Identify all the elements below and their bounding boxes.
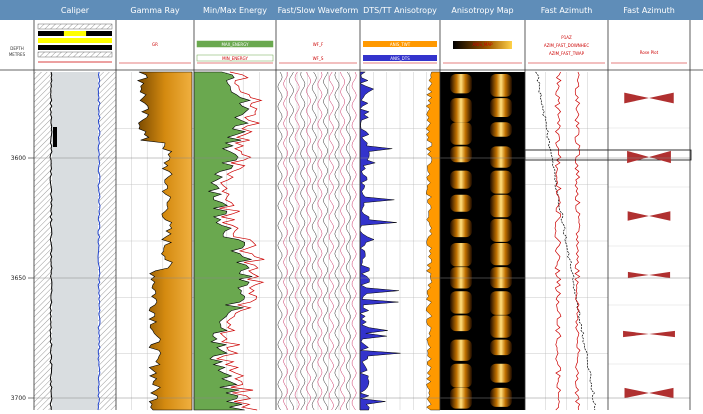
anis-map-band: [450, 243, 472, 267]
track-header-label: WF_F: [313, 42, 324, 47]
rose-plot: [627, 211, 671, 221]
track-header-label: GR: [152, 42, 158, 47]
anis-map-band: [490, 170, 512, 194]
track-header-label: AZIM_FAST_TWAP: [549, 51, 585, 56]
min-energy-curve: [215, 71, 265, 411]
rose-plot: [623, 330, 675, 338]
anis-map-band: [450, 218, 472, 238]
track-header-label: MAX_ENERGY: [221, 42, 249, 47]
anis-map-band: [490, 218, 512, 242]
caliper-curve-left: [49, 71, 53, 411]
track-title-6: Anisotropy Map: [451, 6, 513, 15]
anis-map-band: [490, 291, 512, 315]
depth-tick-label: 3600: [11, 155, 26, 162]
anis-map-band: [490, 387, 512, 407]
waveform-trace: [288, 71, 294, 411]
anis-map-band: [490, 315, 512, 338]
caliper-header-yellow-bar-2: [38, 38, 112, 43]
anis-map-band: [450, 146, 472, 163]
caliper-washout: [53, 127, 57, 147]
waveform-trace: [351, 71, 357, 411]
track-header-label: ANIS_TWT: [390, 42, 411, 47]
caliper-curve-right: [97, 71, 101, 411]
p1az-curve: [535, 71, 596, 411]
azim-fast-twap-curve: [574, 71, 581, 411]
anis-map-band: [490, 363, 512, 383]
anis-map-band: [450, 122, 472, 145]
anis-map-band: [490, 339, 512, 356]
track-title-3: Min/Max Energy: [203, 6, 267, 15]
anis-map-band: [490, 243, 512, 266]
waveform-trace: [294, 71, 300, 411]
track-header-label: Rose Plot: [640, 50, 659, 55]
gamma-ray-fill: [136, 71, 193, 411]
rose-plot: [624, 387, 674, 399]
track-title-1: Caliper: [61, 6, 90, 15]
header-swatch: [196, 54, 274, 62]
azim-fast-downhec-curve: [554, 71, 562, 411]
title-bar: [0, 0, 703, 20]
header-swatch: [363, 41, 437, 47]
caliper-header-hatch-2: [37, 51, 113, 58]
caliper-header-black-bar-2: [38, 45, 112, 50]
caliper-header-hatch: [37, 23, 113, 30]
waveform-trace: [323, 71, 329, 411]
track-title-2: Gamma Ray: [130, 6, 179, 15]
anis-map-band: [490, 98, 512, 118]
anis-map-band: [450, 74, 472, 94]
header-swatch: [196, 40, 274, 48]
track-header-label: AZIM_FAST_DOWNHEC: [544, 43, 589, 48]
track-title-5: DTS/TT Anisotropy: [363, 6, 437, 15]
track-title-4: Fast/Slow Waveform: [278, 6, 359, 15]
track-title-7: Fast Azimuth: [541, 6, 593, 15]
anis-map-band: [450, 98, 472, 123]
caliper-borehole: [52, 72, 98, 410]
anis-map-band: [450, 170, 472, 189]
anis-map-band: [450, 315, 472, 332]
caliper-header-yellow-bar: [63, 31, 87, 36]
header-swatch: [363, 55, 437, 61]
depth-tick-label: 3700: [11, 395, 26, 402]
track-header-label: MIN_ENERGY: [222, 56, 248, 61]
waveform-trace: [328, 71, 334, 411]
waveform-trace: [306, 71, 311, 411]
waveform-trace: [317, 71, 323, 411]
max-energy-fill: [193, 71, 253, 411]
track-header-label: ANIS_DTS: [390, 56, 410, 61]
waveform-trace: [340, 71, 346, 411]
rose-plot: [624, 92, 674, 104]
waveform-trace: [345, 71, 351, 411]
depth-tick-label: 3650: [11, 275, 26, 282]
waveform-trace: [334, 71, 340, 411]
anis-map-band: [490, 267, 512, 289]
rose-plot: [627, 271, 671, 279]
tt-anisotropy-fill: [425, 71, 441, 411]
anis-map-band: [450, 291, 472, 314]
depth-header-unit: METRES: [9, 52, 26, 57]
anis-map-band: [490, 122, 512, 137]
rose-plot: [627, 150, 671, 164]
track-header-label: ANIS_MAP: [472, 42, 493, 47]
anis-map-band: [490, 74, 512, 97]
depth-header-label: DEPTH: [10, 46, 23, 51]
anis-map-band: [490, 146, 512, 168]
anis-map-band: [450, 194, 472, 212]
waveform-trace: [283, 71, 289, 411]
anis-map-band: [450, 363, 472, 388]
waveform-trace: [277, 71, 283, 411]
waveform-trace: [311, 71, 317, 411]
anis-map-band: [450, 339, 472, 361]
dts-anisotropy-fill: [359, 71, 401, 411]
waveform-trace: [300, 71, 306, 411]
track-title-8: Fast Azimuth: [623, 6, 675, 15]
track-header-label: WF_S: [313, 56, 324, 61]
track-header-label: P1AZ: [561, 35, 572, 40]
anis-map-colorbar: [453, 41, 512, 49]
anis-map-band: [490, 194, 512, 218]
